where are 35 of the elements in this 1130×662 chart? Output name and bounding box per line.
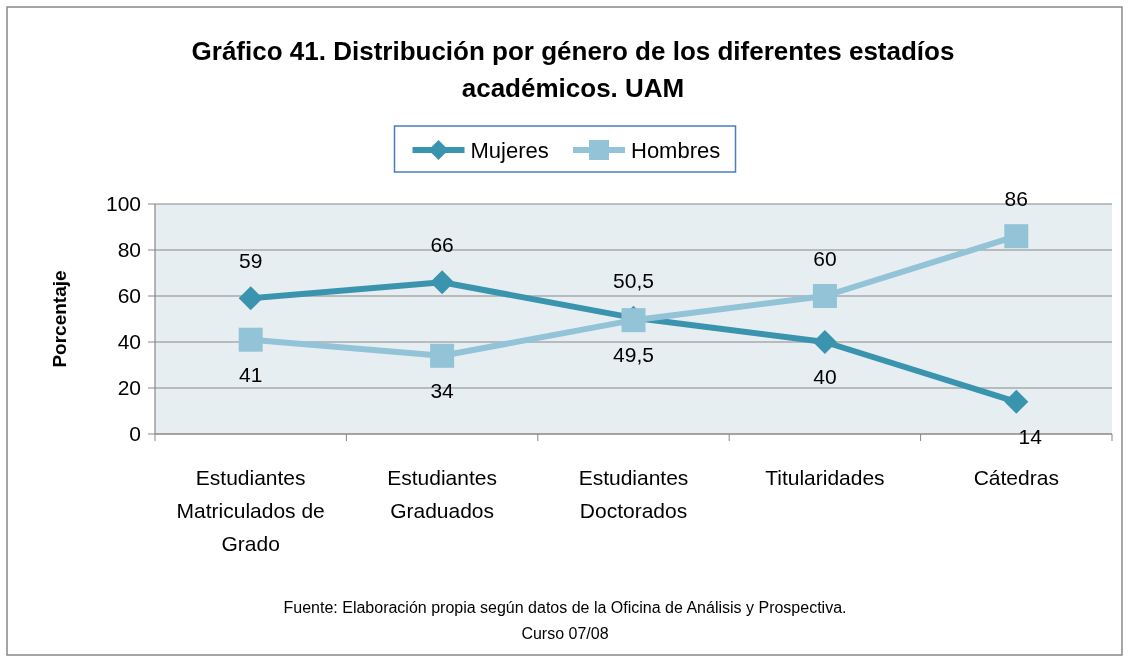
y-tick-label: 80 [117,238,141,261]
x-tick-label: Cátedras [973,466,1059,489]
x-tick-label: Estudiantes Doctorados [578,466,689,522]
data-label: 50,5 [613,268,654,292]
point [430,343,455,368]
legend-label: Mujeres [470,138,549,163]
data-label: 86 [1004,187,1028,211]
x-tick-label: Estudiantes Graduados [387,466,497,522]
data-label: 60 [813,247,837,270]
text: Curso 07/08 [521,625,609,642]
data-label: 66 [430,233,454,257]
source-note: Fuente: Elaboración propia según datos de la Oficina de Análisis y Prospectiva. [283,599,847,616]
data-label: 49,5 [613,343,654,367]
point [430,270,455,295]
legend-label: Hombres [631,138,721,163]
data-label: 14 [1018,424,1043,448]
data-label: 59 [239,249,263,273]
x-tick-label: Titularidades [765,466,885,489]
point [238,286,263,311]
point [1004,224,1029,249]
y-tick-label: 0 [129,422,141,445]
data-label: 34 [430,378,455,402]
data-label: 41 [239,362,263,386]
data-label: 40 [813,365,837,388]
y-axis-title: Porcentaje [49,270,70,368]
point [812,284,837,308]
point [812,330,837,354]
y-tick-label: 40 [117,330,141,353]
x-tick-label: Estudiantes Matriculados de Grado [176,466,325,555]
y-tick-label: 100 [105,192,141,215]
point [238,327,263,352]
y-tick-label: 20 [117,376,141,399]
y-tick-label: 60 [117,284,141,307]
chart-title: Gráfico 41. Distribución por género de los diferentes estadíos académicos. UAM [191,36,955,103]
point [1004,389,1029,414]
